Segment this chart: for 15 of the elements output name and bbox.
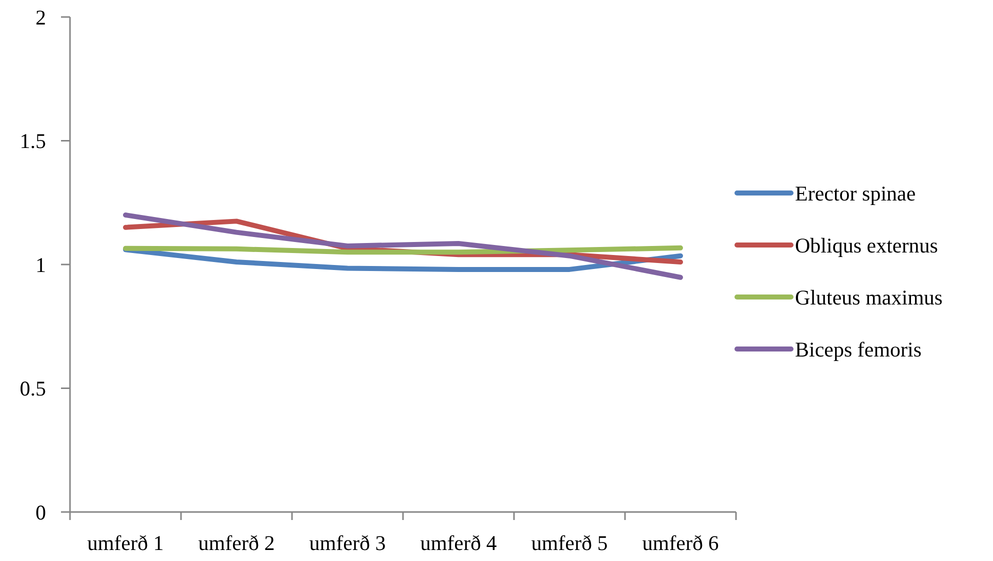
x-tick-label: umferð 3 <box>309 531 386 555</box>
y-tick-label: 1 <box>36 252 46 277</box>
y-tick-label: 1.5 <box>20 129 46 154</box>
y-tick-label: 0 <box>36 500 46 524</box>
y-tick-label: 2 <box>36 5 46 30</box>
x-tick-label: umferð 2 <box>198 531 275 555</box>
x-tick-label: umferð 6 <box>642 531 719 555</box>
x-tick-label: umferð 5 <box>531 531 608 555</box>
legend-label: Obliqus externus <box>795 233 938 258</box>
x-tick-label: umferð 4 <box>420 531 498 555</box>
x-tick-label: umferð 1 <box>87 531 164 555</box>
legend-label: Erector spinae <box>795 181 916 206</box>
y-tick-label: 0.5 <box>20 376 46 401</box>
legend-label: Gluteus maximus <box>795 285 943 310</box>
legend-label: Biceps femoris <box>795 337 922 362</box>
